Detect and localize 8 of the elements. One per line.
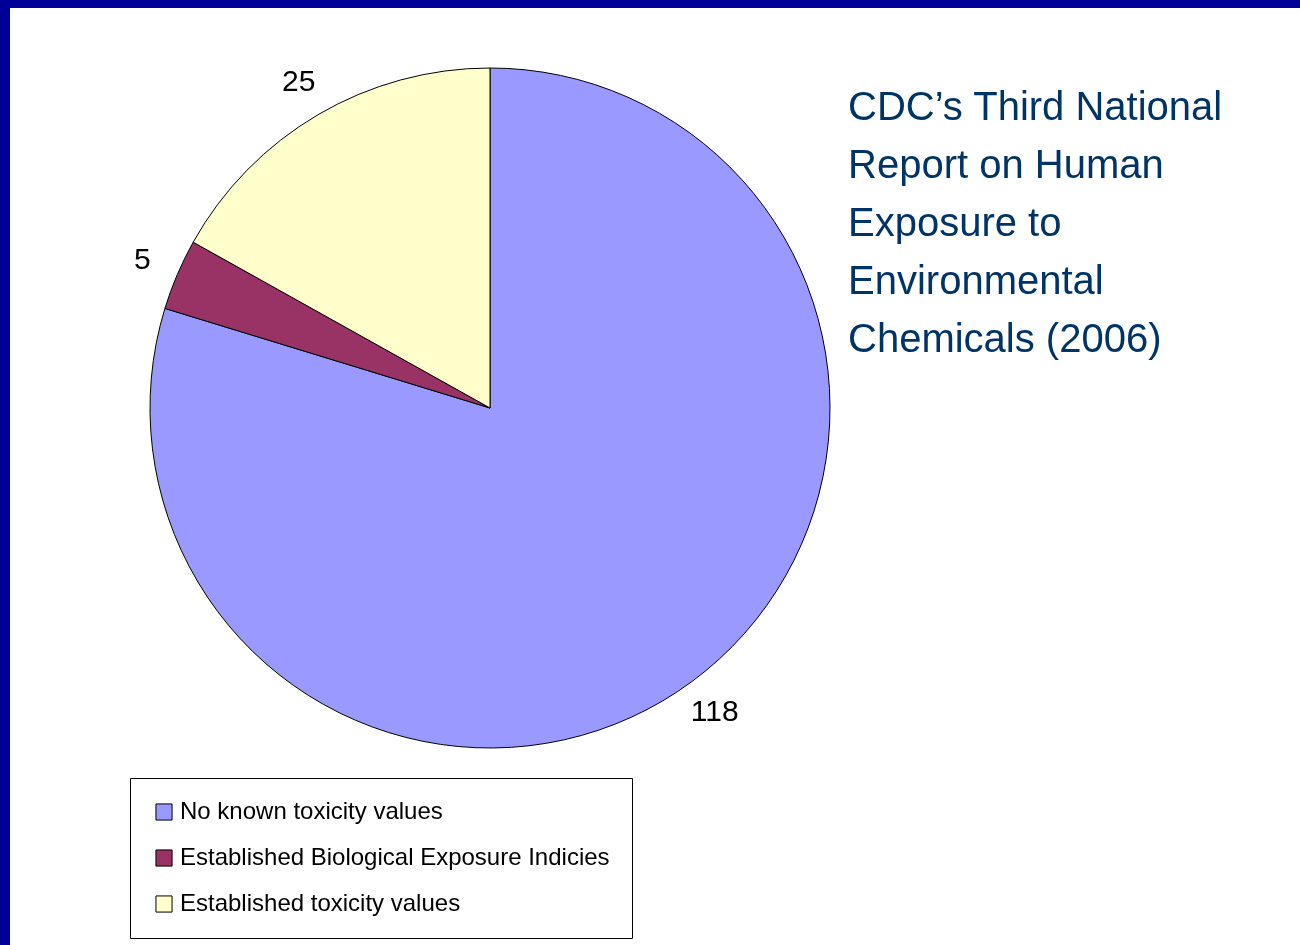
data-label: 118 [690, 693, 739, 727]
legend-label: No known toxicity values [180, 797, 443, 824]
text: CDC’s Third National Report on Human Exposure to Environmental Chemicals (2006) [848, 84, 1223, 360]
data-label: 5 [133, 241, 151, 275]
pie-slice [149, 67, 831, 748]
legend-label: Established toxicity values [180, 889, 461, 916]
legend-label: Established Biological Exposure Indicies [180, 843, 610, 870]
data-label: 25 [282, 63, 316, 97]
